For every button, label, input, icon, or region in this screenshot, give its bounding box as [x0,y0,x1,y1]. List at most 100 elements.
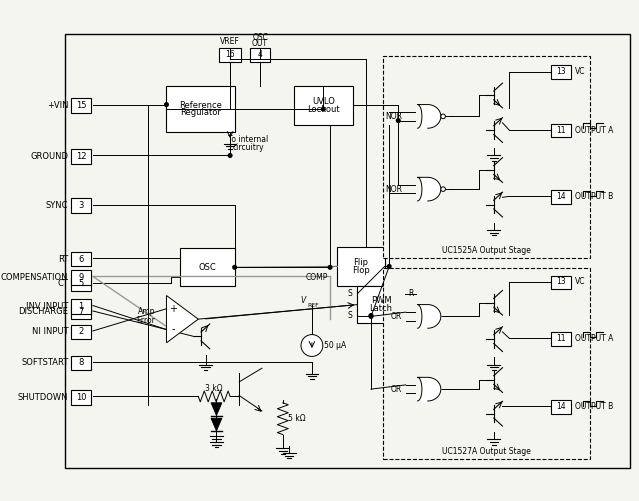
Circle shape [328,266,332,269]
Text: V: V [300,297,305,306]
Text: UC1527A Output Stage: UC1527A Output Stage [442,447,531,456]
Polygon shape [166,296,198,343]
Bar [71,270,91,285]
Bar [71,198,91,213]
Text: 50 µA: 50 µA [325,341,347,350]
Circle shape [396,119,400,122]
Bar [71,356,91,370]
Text: Latch: Latch [369,304,392,313]
Text: -: - [171,325,174,335]
Text: OUTPUT B: OUTPUT B [574,192,613,201]
Circle shape [441,187,445,191]
Text: 4: 4 [258,50,263,59]
Text: OSC: OSC [199,263,216,272]
Text: 3 kΩ: 3 kΩ [205,384,223,393]
Text: R: R [408,289,413,298]
Bar [551,332,571,346]
Text: 8: 8 [79,358,84,367]
Bar [71,98,91,113]
Bar [219,48,241,62]
Text: 2: 2 [79,327,84,336]
Text: NI INPUT: NI INPUT [32,327,68,336]
Bar [294,86,353,125]
Text: NOR: NOR [385,112,402,121]
Text: SHUTDOWN: SHUTDOWN [18,393,68,402]
Text: 6: 6 [79,255,84,264]
Text: Lockout: Lockout [307,105,339,114]
Bar [71,305,91,319]
Text: S: S [348,311,353,320]
Bar [71,390,91,405]
Text: 14: 14 [556,402,566,411]
Text: Amp: Amp [138,308,155,316]
Bar [71,149,91,164]
Bar [250,48,270,62]
Text: Error: Error [137,317,155,326]
Circle shape [441,114,445,119]
Polygon shape [417,377,441,401]
Bar [337,247,385,286]
Circle shape [369,314,373,317]
Polygon shape [417,105,441,128]
Text: 5: 5 [79,279,84,288]
Text: 10: 10 [76,393,86,402]
Circle shape [369,315,373,318]
Bar [357,287,404,323]
Text: 14: 14 [556,192,566,201]
Bar [71,299,91,314]
Circle shape [165,103,168,106]
Text: CT: CT [58,279,68,288]
Text: Flop: Flop [352,266,370,275]
Text: UVLO: UVLO [312,97,335,106]
Text: To internal: To internal [228,135,268,144]
Bar [551,190,571,204]
Text: 3: 3 [79,201,84,210]
Text: Reference: Reference [179,101,222,110]
Bar [551,124,571,137]
Polygon shape [417,177,441,201]
Circle shape [387,265,391,268]
Text: 15: 15 [76,101,86,110]
Bar [551,276,571,289]
Text: OSC: OSC [252,33,268,42]
Text: circuitry: circuitry [233,143,264,152]
Text: OUTPUT B: OUTPUT B [574,402,613,411]
Text: VC: VC [574,278,585,287]
Text: 12: 12 [76,152,86,161]
Text: 1: 1 [79,302,84,311]
Text: +VIN: +VIN [47,101,68,110]
Text: 16: 16 [226,50,235,59]
Text: PWM: PWM [371,297,391,306]
Bar [383,57,590,258]
Circle shape [321,107,325,111]
Text: Regulator: Regulator [180,108,221,117]
Text: INV INPUT: INV INPUT [26,302,68,311]
Text: REF: REF [308,303,320,308]
Text: OUTPUT A: OUTPUT A [574,126,613,135]
Polygon shape [417,305,441,328]
Text: 13: 13 [556,67,566,76]
Text: SOFTSTART: SOFTSTART [21,358,68,367]
Text: RT: RT [58,255,68,264]
Text: 7: 7 [79,308,84,316]
Text: S: S [348,289,353,298]
Text: OR: OR [390,312,402,321]
Bar [383,268,590,459]
Bar [551,66,571,79]
Polygon shape [211,403,222,415]
Text: 13: 13 [556,278,566,287]
Text: VC: VC [574,67,585,76]
Text: COMP: COMP [305,273,328,282]
Text: SYNC: SYNC [46,201,68,210]
Bar [551,400,571,414]
Text: VREF: VREF [220,38,240,47]
Text: 9: 9 [79,273,84,282]
Polygon shape [211,418,222,431]
Text: +: + [169,304,177,314]
Circle shape [301,335,323,356]
Circle shape [233,266,236,269]
Text: DISCHARGE: DISCHARGE [19,308,68,316]
Text: NOR: NOR [385,185,402,193]
Text: Flip: Flip [353,259,369,267]
Text: OR: OR [390,385,402,394]
